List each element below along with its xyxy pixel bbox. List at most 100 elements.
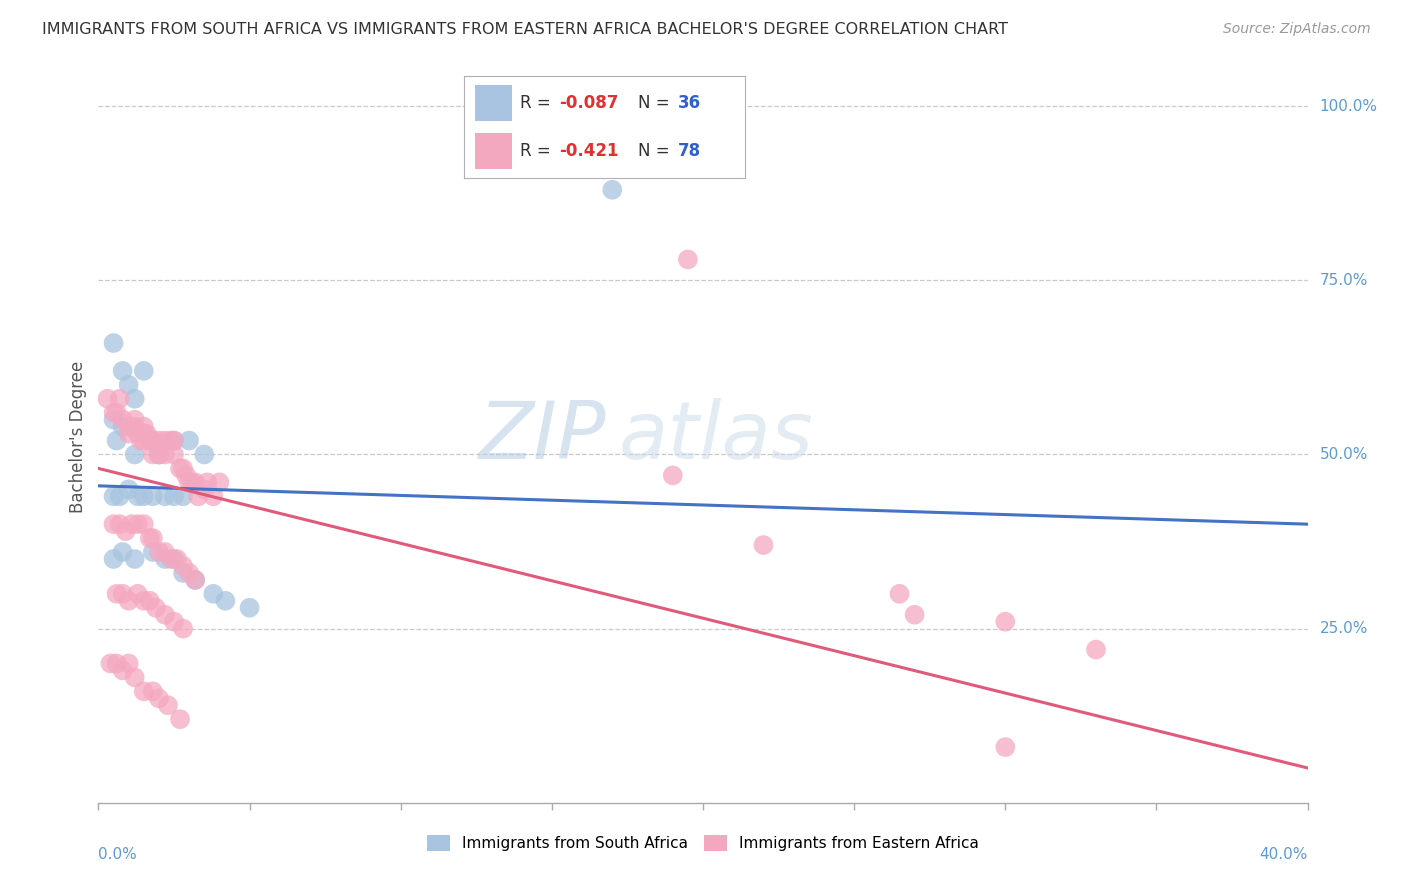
Point [163,434,186,448]
Point [118,426,141,441]
Point [172,558,194,573]
Point [166,552,188,566]
Point [179,434,201,448]
Point [163,489,186,503]
Text: 40.0%: 40.0% [1260,847,1308,862]
Point [889,587,911,601]
Point [904,607,927,622]
Point [105,587,128,601]
Point [132,517,155,532]
Point [142,434,165,448]
FancyBboxPatch shape [475,85,512,121]
Point [160,434,183,448]
Point [142,545,165,559]
Point [148,545,170,559]
Text: 25.0%: 25.0% [1320,621,1368,636]
Point [103,517,125,532]
Point [132,426,155,441]
Point [142,684,165,698]
Point [148,691,170,706]
Point [139,531,162,545]
Text: Source: ZipAtlas.com: Source: ZipAtlas.com [1223,22,1371,37]
Point [214,594,236,608]
Point [181,475,204,490]
Point [114,524,136,538]
Point [202,587,225,601]
Text: N =: N = [638,94,675,112]
Point [148,434,170,448]
Point [118,594,141,608]
Point [132,684,155,698]
Point [179,475,201,490]
Text: 50.0%: 50.0% [1320,447,1368,462]
Point [163,552,186,566]
Point [142,434,165,448]
Point [124,552,146,566]
Point [132,419,155,434]
Point [118,657,141,671]
Point [103,406,125,420]
Point [129,434,152,448]
Point [132,434,155,448]
Point [124,412,146,426]
Point [96,392,118,406]
Point [145,600,167,615]
Point [111,412,134,426]
Point [105,406,128,420]
Text: ZIP: ZIP [479,398,606,476]
Point [153,552,176,566]
Point [108,517,131,532]
Point [179,566,201,580]
Text: 75.0%: 75.0% [1320,273,1368,288]
Text: R =: R = [520,94,557,112]
Point [994,740,1017,755]
Point [111,664,134,678]
Point [202,489,225,503]
Point [148,448,170,462]
Point [172,489,194,503]
Point [174,468,197,483]
Text: -0.087: -0.087 [560,94,619,112]
Point [103,412,125,426]
Point [118,483,141,497]
Point [153,434,176,448]
Point [208,475,231,490]
Point [127,587,149,601]
FancyBboxPatch shape [475,133,512,169]
Legend: Immigrants from South Africa, Immigrants from Eastern Africa: Immigrants from South Africa, Immigrants… [422,830,984,857]
Point [148,448,170,462]
Point [142,489,165,503]
Point [132,364,155,378]
Point [994,615,1017,629]
Point [135,426,157,441]
Text: 36: 36 [678,94,700,112]
Point [153,545,176,559]
Point [163,448,186,462]
Point [184,573,207,587]
Point [100,657,122,671]
Point [187,489,209,503]
Point [127,426,149,441]
Point [184,475,207,490]
Point [153,489,176,503]
Text: 100.0%: 100.0% [1320,99,1378,113]
Text: -0.421: -0.421 [560,142,619,161]
Point [1085,642,1108,657]
Point [195,475,218,490]
Point [172,622,194,636]
Point [105,434,128,448]
Text: atlas: atlas [619,398,813,476]
Point [132,489,155,503]
Point [142,531,165,545]
Point [752,538,775,552]
Point [156,698,179,713]
Point [103,336,125,351]
Point [139,594,162,608]
Point [105,657,128,671]
Point [121,517,143,532]
Point [184,573,207,587]
Point [127,517,149,532]
Y-axis label: Bachelor's Degree: Bachelor's Degree [69,361,87,513]
Text: IMMIGRANTS FROM SOUTH AFRICA VS IMMIGRANTS FROM EASTERN AFRICA BACHELOR'S DEGREE: IMMIGRANTS FROM SOUTH AFRICA VS IMMIGRAN… [42,22,1008,37]
Point [111,587,134,601]
